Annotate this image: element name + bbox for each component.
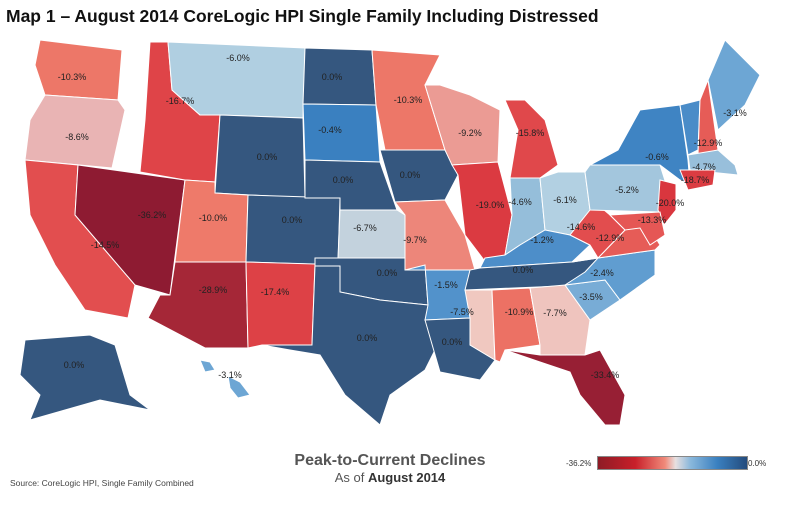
state-label-nd: 0.0% [322,72,343,82]
state-ms [464,289,496,361]
state-mi [504,99,559,179]
state-label-ia: 0.0% [400,170,421,180]
legend-date: August 2014 [367,470,446,485]
state-label-fl: -33.4% [591,370,620,380]
state-label-wi: -9.2% [458,128,482,138]
state-label-mn: -10.3% [394,95,423,105]
legend-heading: Peak-to-Current Declines [294,452,486,469]
state-label-or: -8.6% [65,132,89,142]
state-tx [261,265,441,426]
legend-title: Peak-to-Current Declines As of August 20… [270,452,510,485]
state-label-al: -10.9% [505,307,534,317]
legend-subtitle: As of August 2014 [270,470,510,485]
state-nj [657,179,677,226]
state-label-ar: -1.5% [434,280,458,290]
source-note: Source: CoreLogic HPI, Single Family Com… [10,478,194,488]
state-label-nc: -2.4% [590,268,614,278]
state-label-id: -16.7% [166,96,195,106]
state-label-wv: -14.6% [567,222,596,232]
state-label-wa: -10.3% [58,72,87,82]
state-label-nv: -36.2% [138,210,167,220]
state-label-ok: 0.0% [377,268,398,278]
state-label-in: -4.6% [508,197,532,207]
scale-max-label: 0.0% [748,459,767,468]
state-label-ms: -7.5% [450,307,474,317]
state-ma [687,149,739,176]
state-md [608,211,666,246]
state-label-ny: -0.6% [645,152,669,162]
state-hi [227,375,251,399]
state-wa [34,39,123,101]
state-nv [74,164,186,296]
map-title: Map 1 – August 2014 CoreLogic HPI Single… [6,6,599,26]
state-ct [679,169,716,191]
state-label-ma: -4.7% [692,162,716,172]
state-label-tx: 0.0% [357,333,378,343]
state-ak [19,334,151,421]
state-label-mt: -6.0% [226,53,250,63]
state-label-me: -3.1% [723,108,747,118]
state-hi [199,359,216,373]
state-label-ks: -6.7% [353,223,377,233]
state-label-hi: -3.1% [218,370,242,380]
state-or [24,94,126,169]
legend-subtitle-prefix: As of [334,470,365,485]
state-label-mo: -9.7% [403,235,427,245]
state-co [245,194,341,266]
state-label-sc: -3.5% [579,292,603,302]
state-label-ne: 0.0% [333,175,354,185]
state-label-nh: -12.9% [694,138,723,148]
state-label-mi: -15.8% [516,128,545,138]
state-ks [337,209,406,259]
state-label-ct: -18.7% [681,175,710,185]
state-label-wy: 0.0% [257,152,278,162]
color-scale-bar [597,456,748,470]
state-label-la: 0.0% [442,337,463,347]
state-label-md: -13.3% [638,215,667,225]
state-label-il: -19.0% [476,200,505,210]
state-label-oh: -6.1% [553,195,577,205]
state-ny [589,104,691,186]
state-label-va: -12.9% [596,233,625,243]
state-me [707,39,761,131]
state-nm [245,261,316,349]
state-label-ut: -10.0% [199,213,228,223]
state-label-tn: 0.0% [513,265,534,275]
state-label-sd: -0.4% [318,125,342,135]
state-label-nm: -17.4% [261,287,290,297]
state-label-co: 0.0% [282,215,303,225]
state-fl [504,349,626,426]
state-label-az: -28.9% [199,285,228,295]
state-label-pa: -5.2% [615,185,639,195]
state-ia [379,149,459,203]
state-label-ak: 0.0% [64,360,85,370]
state-label-nj: -20.0% [656,198,685,208]
scale-min-label: -36.2% [566,459,592,468]
state-label-ky: -1.2% [530,235,554,245]
state-label-ga: -7.7% [543,308,567,318]
state-label-ca: -14.5% [91,240,120,250]
